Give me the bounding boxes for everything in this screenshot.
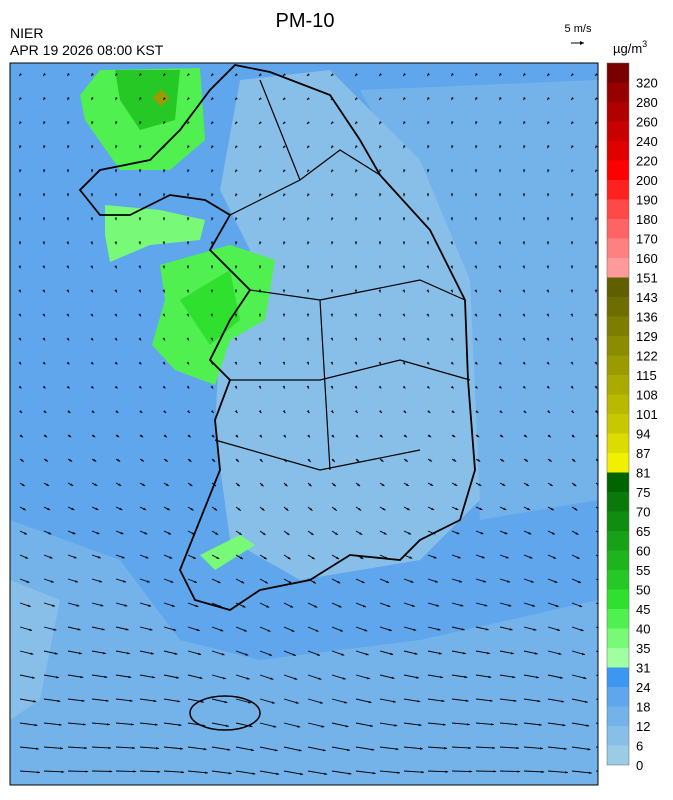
colorbar-label: 220: [636, 154, 658, 169]
colorbar-label: 87: [636, 446, 650, 461]
unit-sup: 3: [642, 39, 647, 49]
colorbar-segment: [607, 609, 629, 629]
colorbar-label: 190: [636, 193, 658, 208]
unit: µg/m3: [613, 39, 647, 56]
wind-scale-head: [580, 41, 584, 45]
colorbar-segment: [607, 668, 629, 688]
colorbar-segment: [607, 414, 629, 434]
colorbar-segment: [607, 161, 629, 181]
colorbar-label: 260: [636, 115, 658, 130]
colorbar-label: 115: [636, 368, 657, 383]
wind-arrow: [68, 771, 88, 772]
colorbar-label: 24: [636, 680, 650, 695]
colorbar-segment: [607, 336, 629, 356]
colorbar-segment: [607, 687, 629, 707]
colorbar-label: 136: [636, 310, 658, 325]
colorbar-label: 65: [636, 524, 650, 539]
map: [10, 63, 616, 785]
colorbar-segment: [607, 726, 629, 746]
colorbar-label: 129: [636, 329, 658, 344]
colorbar-label: 40: [636, 622, 650, 637]
colorbar-segment: [607, 278, 629, 298]
colorbar-label: 18: [636, 700, 650, 715]
colorbar-segment: [607, 258, 629, 278]
colorbar-label: 70: [636, 505, 650, 520]
colorbar-label: 50: [636, 583, 650, 598]
colorbar-segment: [607, 453, 629, 473]
colorbar-segment: [607, 707, 629, 727]
wind-arrow-head: [604, 629, 607, 631]
colorbar-segment: [607, 629, 629, 649]
wind-arrow-head: [601, 581, 604, 583]
colorbar-segment: [607, 356, 629, 376]
colorbar-segment: [607, 180, 629, 200]
colorbar-label: 0: [636, 758, 643, 773]
colorbar-label: 240: [636, 134, 658, 149]
colorbar-label: 45: [636, 602, 650, 617]
colorbar-segment: [607, 239, 629, 259]
wind-arrow-head: [600, 557, 603, 559]
colorbar-segment: [607, 551, 629, 571]
colorbar-segment: [607, 395, 629, 415]
colorbar-segment: [607, 570, 629, 590]
colorbar-segment: [607, 122, 629, 142]
colorbar-label: 94: [636, 427, 650, 442]
wind-arrow: [596, 771, 616, 774]
colorbar-label: 101: [636, 407, 658, 422]
colorbar-label: 320: [636, 76, 658, 91]
colorbar: 0 6 12 18 24 31 35 40 45 50 55 60 65 70 75 81 87 94 101 108…: [607, 63, 658, 773]
colorbar-label: 122: [636, 349, 658, 364]
wind-arrow: [452, 771, 472, 772]
wind-arrow: [500, 771, 520, 772]
colorbar-segment: [607, 492, 629, 512]
colorbar-segment: [607, 102, 629, 122]
colorbar-label: 6: [636, 739, 643, 754]
wind-arrow-head: [603, 605, 606, 607]
colorbar-segment: [607, 473, 629, 493]
colorbar-segment: [607, 83, 629, 103]
colorbar-label: 35: [636, 641, 650, 656]
colorbar-segment: [607, 746, 629, 766]
colorbar-segment: [607, 219, 629, 239]
colorbar-label: 280: [636, 95, 658, 110]
colorbar-segment: [607, 531, 629, 551]
source: NIER: [10, 25, 43, 41]
colorbar-label: 75: [636, 485, 650, 500]
colorbar-label: 60: [636, 544, 650, 559]
colorbar-label: 108: [636, 388, 658, 403]
unit-base: µg/m: [613, 41, 642, 56]
colorbar-segment: [607, 317, 629, 337]
colorbar-label: 55: [636, 563, 650, 578]
colorbar-segment: [607, 590, 629, 610]
colorbar-label: 31: [636, 661, 650, 676]
colorbar-label: 200: [636, 173, 658, 188]
colorbar-label: 12: [636, 719, 650, 734]
colorbar-segment: [607, 200, 629, 220]
colorbar-segment: [607, 512, 629, 532]
colorbar-label: 143: [636, 290, 658, 305]
colorbar-segment: [607, 141, 629, 161]
wind-arrow-head: [613, 772, 616, 774]
colorbar-label: 170: [636, 232, 658, 247]
colorbar-label: 160: [636, 251, 658, 266]
colorbar-segment: [607, 63, 629, 83]
timestamp: APR 19 2026 08:00 KST: [10, 42, 164, 58]
title: PM-10: [276, 10, 335, 32]
colorbar-segment: [607, 648, 629, 668]
colorbar-label: 180: [636, 212, 658, 227]
colorbar-label: 81: [636, 466, 650, 481]
colorbar-label: 151: [636, 271, 658, 286]
wind-scale-label: 5 m/s: [565, 23, 592, 35]
colorbar-segment: [607, 297, 629, 317]
colorbar-segment: [607, 375, 629, 395]
colorbar-segment: [607, 434, 629, 454]
wind-arrow: [116, 771, 136, 772]
wind-arrow-head: [599, 532, 602, 534]
